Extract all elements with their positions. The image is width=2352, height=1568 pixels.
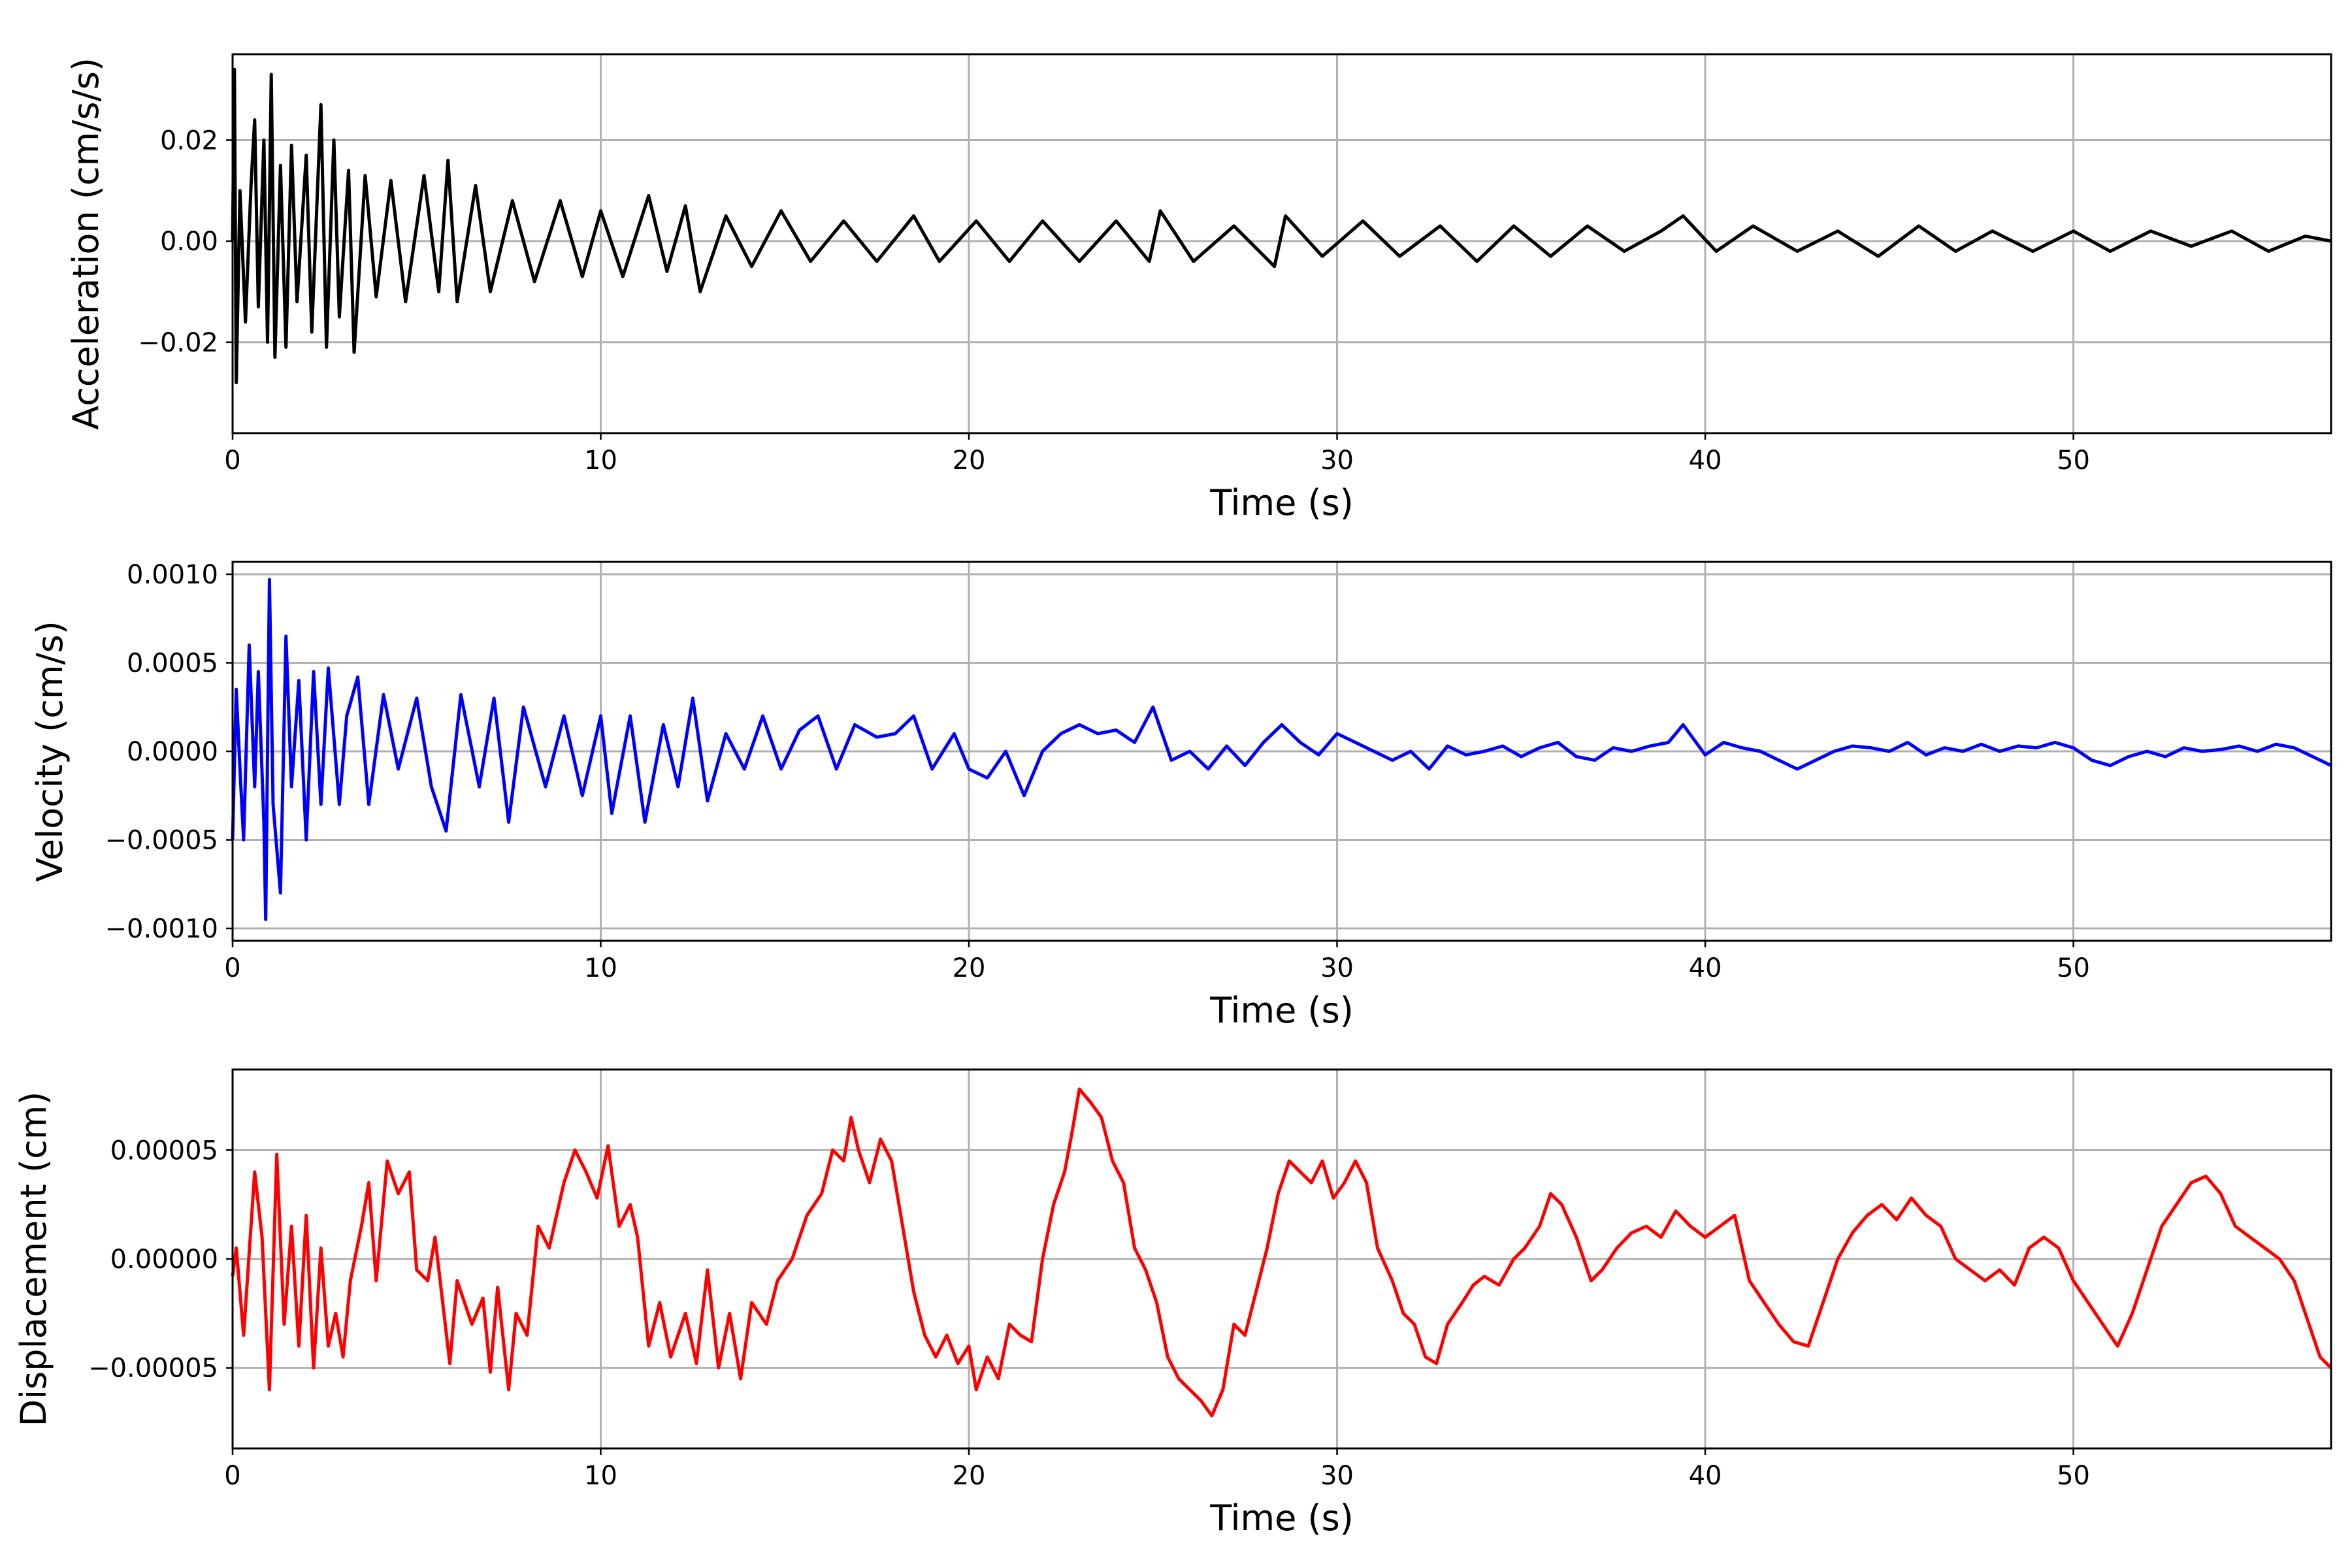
displacement-series-line [231, 1087, 2332, 1418]
displacement-y-tick-label: 0.00005 [110, 1135, 218, 1166]
velocity-x-tick-label: 50 [2057, 953, 2090, 983]
displacement-x-axis-label: Time (s) [1209, 1497, 1354, 1539]
displacement-x-tick-label: 0 [224, 1461, 240, 1491]
velocity-y-axis-label: Velocity (cm/s) [29, 621, 71, 882]
displacement-y-tick-label: −0.00005 [88, 1354, 218, 1384]
velocity-y-tick-label: 0.0010 [127, 560, 218, 590]
displacement-x-tick-label: 50 [2057, 1461, 2090, 1491]
displacement-x-tick-label: 20 [953, 1461, 986, 1491]
acceleration-series-line [231, 67, 2332, 385]
displacement-y-axis-label: Displacement (cm) [13, 1092, 54, 1427]
velocity-x-tick-label: 10 [584, 953, 617, 983]
velocity-x-axis-label: Time (s) [1209, 990, 1354, 1031]
acceleration-panel: 0 10 20 30 40 50 −0.02 0.00 0.02 Time (s) Accelera… [65, 53, 2332, 523]
acceleration-x-axis-label: Time (s) [1209, 482, 1354, 523]
velocity-panel: 0 10 20 30 40 50 −0.0010 −0.0005 0.0000 0.0005 0.0… [29, 560, 2332, 1031]
acceleration-plot-frame [231, 53, 2332, 434]
acceleration-x-tick-label: 10 [584, 446, 617, 476]
velocity-y-tick-label: 0.0000 [127, 737, 218, 767]
velocity-x-tick-label: 40 [1689, 953, 1722, 983]
acceleration-y-tick-label: 0.02 [160, 125, 218, 155]
displacement-y-tick-label: 0.00000 [110, 1245, 218, 1275]
velocity-x-tick-label: 30 [1320, 953, 1354, 983]
acceleration-y-axis-label: Acceleration (cm/s/s) [65, 57, 106, 430]
displacement-panel: 0 10 20 30 40 50 −0.00005 0.00000 0.00005 Time (s… [13, 1068, 2332, 1539]
acceleration-x-tick-label: 50 [2057, 446, 2090, 476]
velocity-y-tick-label: −0.0010 [105, 914, 218, 944]
velocity-series-line [231, 578, 2332, 921]
acceleration-x-tick-label: 30 [1320, 446, 1354, 476]
acceleration-x-tick-label: 0 [224, 446, 240, 476]
displacement-x-tick-label: 10 [584, 1461, 617, 1491]
acceleration-x-tick-label: 20 [953, 446, 986, 476]
velocity-x-tick-label: 0 [224, 953, 240, 983]
acceleration-y-tick-label: 0.00 [160, 227, 218, 257]
displacement-x-tick-label: 30 [1320, 1461, 1354, 1491]
velocity-y-tick-label: −0.0005 [105, 826, 218, 856]
velocity-x-tick-label: 20 [953, 953, 986, 983]
acceleration-x-tick-label: 40 [1689, 446, 1722, 476]
displacement-x-tick-label: 40 [1689, 1461, 1722, 1491]
velocity-y-tick-label: 0.0005 [127, 648, 218, 678]
acceleration-y-tick-label: −0.02 [138, 328, 218, 358]
